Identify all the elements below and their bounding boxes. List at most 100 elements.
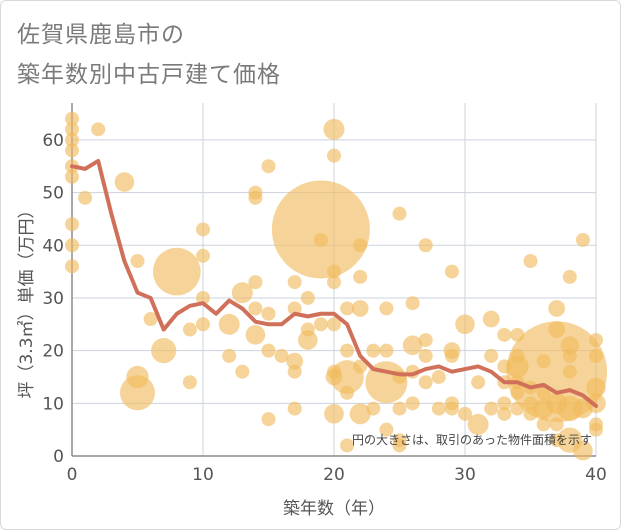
data-point [65,238,79,253]
data-point [366,401,381,416]
data-point [467,413,489,435]
data-point [327,264,341,279]
data-point [340,385,355,400]
data-point [298,330,318,350]
data-point [261,159,276,174]
data-point [418,333,433,348]
data-point [431,369,446,384]
data-point [287,275,302,290]
data-point [562,269,577,284]
data-point [589,348,603,363]
trend-line [70,158,598,408]
data-point [586,377,606,398]
data-point [286,352,304,370]
y-tick-label: 50 [42,184,64,204]
x-tick-label: 10 [192,465,214,485]
data-point [562,348,577,363]
data-point [313,232,328,247]
data-point [65,259,79,274]
data-point [287,401,302,416]
data-point [392,206,407,221]
data-point [379,422,394,437]
data-point [418,238,433,253]
data-point [351,300,369,317]
data-point [589,422,603,437]
data-point [353,238,368,253]
data-point [379,343,394,358]
data-point [324,404,344,424]
x-tick-labels: 0 10 20 30 40 [67,465,607,485]
data-point [65,217,79,232]
data-point [340,301,355,316]
data-point [573,440,593,461]
data-point [248,275,263,290]
data-point [431,401,446,416]
data-point [418,348,433,363]
data-point [91,122,106,137]
size-note: 円の大きさは、取引のあった物件面積を示す [352,432,592,447]
data-point [261,412,276,427]
data-point [379,301,394,316]
data-point [482,310,500,328]
x-tick-label: 0 [67,465,78,485]
y-tick-label: 30 [42,289,64,309]
data-point [65,169,79,184]
data-point [231,282,253,304]
data-point [402,335,423,356]
x-tick-label: 30 [454,465,476,485]
data-point [287,364,302,379]
chart-title-line-1: 佐賀県鹿島市の [17,22,185,48]
y-tick-label: 60 [42,131,64,151]
y-axis-label: 坪（3.3㎡）単価（万円） [17,201,37,398]
data-point [130,254,145,269]
x-tick-label: 20 [323,465,345,485]
data-point [575,232,590,247]
data-point [586,393,606,414]
data-point [455,314,475,335]
data-point [182,322,197,337]
data-point [65,111,79,126]
chart-title-line-2: 築年数別中古戸建て価格 [17,62,281,88]
data-point [562,364,577,379]
data-point [120,375,155,411]
data-point [313,317,328,332]
data-point [405,396,420,411]
data-point [300,290,315,305]
data-point [484,401,499,416]
data-point [78,190,93,205]
data-point [392,438,407,453]
data-point [248,301,263,316]
data-point [366,343,381,358]
data-point [182,375,197,390]
y-tick-label: 40 [42,236,64,256]
data-point [65,132,79,147]
data-point [589,333,603,348]
data-point [471,375,486,390]
data-point [548,300,566,317]
data-point [261,306,276,321]
data-point [327,275,341,290]
data-point [497,406,512,421]
data-point [405,296,420,311]
data-point [497,396,512,411]
data-point [196,317,210,332]
data-point [560,336,579,355]
data-point [327,148,341,163]
y-tick-labels: 0 10 20 30 40 50 60 [42,131,64,467]
data-point [392,401,407,416]
y-tick-label: 0 [53,447,64,467]
data-point [196,222,210,237]
x-tick-label: 40 [585,465,607,485]
data-point [153,247,201,296]
data-point [235,364,250,379]
data-point [271,180,370,279]
data-point [340,343,355,358]
x-axis-label: 築年数（年） [283,499,385,519]
bubble-layer [65,111,608,461]
data-point [143,312,158,327]
data-point [65,143,79,158]
data-point [274,348,289,363]
data-point [418,375,433,390]
data-point [497,327,512,342]
